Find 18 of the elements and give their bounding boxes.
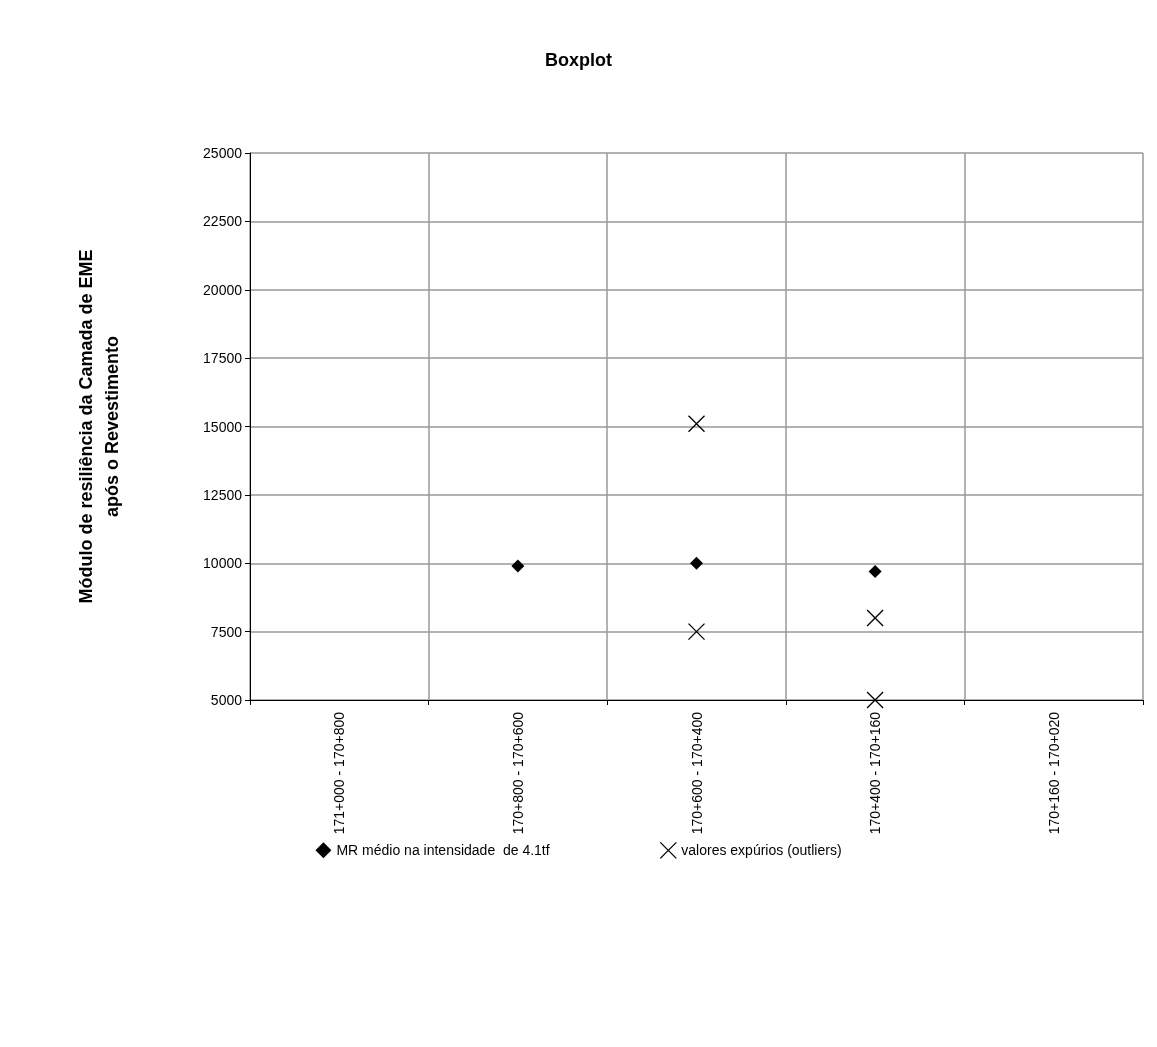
y-tick-label: 10000: [203, 555, 243, 572]
y-tick-label: 15000: [203, 418, 243, 435]
y-tick-label: 25000: [203, 145, 243, 161]
x-tick-label: 171+000 - 170+800: [331, 711, 348, 835]
y-axis-title: Módulo de resiliência da Camada de EME após o Revestimento: [76, 249, 122, 604]
chart-title: Boxplot: [545, 50, 612, 70]
y-tick-label: 22500: [203, 213, 243, 230]
y-tick-label: 20000: [203, 281, 243, 298]
y-tick-label: 5000: [210, 692, 243, 708]
y-tick-label: 17500: [203, 350, 243, 367]
x-tick-label: 170+800 - 170+600: [509, 711, 526, 835]
y-tick-label: 7500: [210, 623, 243, 640]
x-tick-label: 170+600 - 170+400: [688, 711, 705, 835]
legend-label: MR médio na intensidade de 4.1tf: [336, 842, 550, 859]
x-tick-label: 170+400 - 170+160: [867, 711, 884, 835]
y-tick-label: 12500: [203, 486, 243, 503]
legend-label: valores expúrios (outliers): [681, 842, 842, 859]
x-tick-label: 170+160 - 170+020: [1045, 711, 1062, 835]
